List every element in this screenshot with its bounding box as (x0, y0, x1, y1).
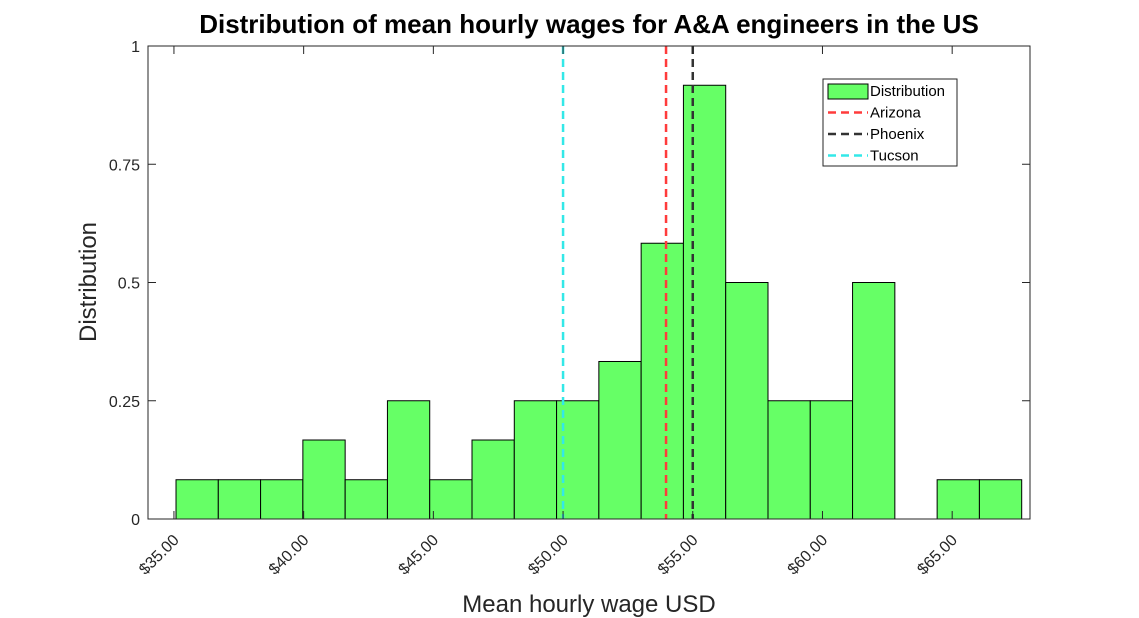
histogram-bar-8 (513, 400, 558, 520)
histogram-bar-17 (936, 479, 980, 520)
x-tick-label: $60.00 (785, 532, 832, 579)
histogram-bar-6 (429, 479, 473, 520)
bars-group (175, 84, 1023, 520)
legend: Distribution Arizona Phoenix Tucson (822, 78, 958, 167)
histogram-bar-5 (386, 400, 431, 520)
histogram-bar-11 (640, 242, 684, 520)
legend-label-tucson: Tucson (870, 148, 919, 165)
x-tick-label: $45.00 (396, 532, 443, 579)
y-axis-ticks: 0 0.25 0.5 0.75 1 (109, 39, 1030, 529)
histogram-bar-7 (471, 439, 515, 520)
legend-label-arizona: Arizona (870, 105, 922, 122)
x-tick-label: $50.00 (525, 532, 572, 579)
x-axis-label: Mean hourly wage USD (462, 591, 715, 618)
legend-label-phoenix: Phoenix (870, 126, 925, 143)
histogram-bar-13 (725, 282, 769, 520)
y-tick-label: 1 (131, 39, 140, 56)
y-tick-label: 0.75 (109, 157, 140, 174)
histogram-bar-9 (556, 400, 600, 520)
histogram-bar-15 (809, 400, 854, 520)
legend-swatch-distribution (827, 83, 869, 100)
histogram-bar-16 (852, 282, 896, 520)
x-tick-label: $65.00 (914, 532, 961, 579)
histogram-bar-0 (175, 479, 219, 520)
histogram-bar-18 (978, 479, 1023, 520)
histogram-bar-2 (260, 479, 304, 520)
histogram-bar-3 (302, 439, 346, 520)
histogram-bar-4 (344, 479, 388, 520)
y-tick-label: 0 (131, 512, 140, 529)
histogram-bar-12 (682, 84, 727, 520)
y-axis-label: Distribution (75, 222, 102, 342)
x-tick-label: $40.00 (266, 532, 313, 579)
legend-label-distribution: Distribution (870, 83, 945, 100)
y-tick-label: 0.25 (109, 394, 140, 411)
histogram-bar-1 (217, 479, 262, 520)
histogram-bar-10 (598, 360, 642, 520)
chart-title: Distribution of mean hourly wages for A&… (199, 9, 979, 39)
x-tick-label: $55.00 (655, 532, 702, 579)
reference-lines-group (561, 46, 695, 519)
y-tick-label: 0.5 (118, 276, 140, 293)
x-tick-label: $35.00 (136, 532, 183, 579)
histogram-bar-14 (767, 400, 811, 520)
